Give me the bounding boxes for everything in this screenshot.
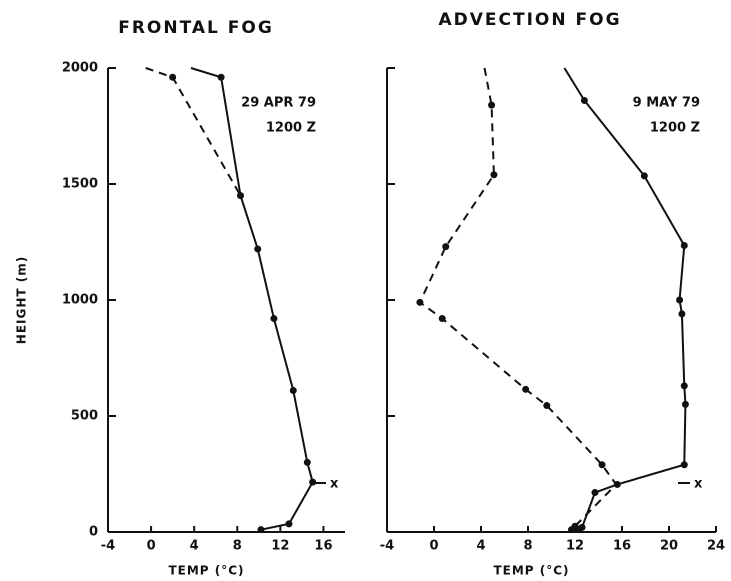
x-tick-label: 0 xyxy=(147,539,156,554)
x-tick-label: -4 xyxy=(380,539,394,554)
profile-line xyxy=(418,67,618,531)
y-tick-label: 1500 xyxy=(62,177,98,192)
x-tick-label: 16 xyxy=(314,539,332,554)
point xyxy=(217,73,225,81)
x-tick-label: 0 xyxy=(429,539,438,554)
x-tick-label: 12 xyxy=(271,539,289,554)
point xyxy=(488,101,496,109)
annotation: x xyxy=(694,477,703,492)
x-tick-label: 4 xyxy=(476,539,485,554)
annotation: x xyxy=(330,477,339,492)
point xyxy=(678,310,686,318)
point xyxy=(598,461,606,469)
profile-line xyxy=(145,67,242,197)
point xyxy=(640,172,648,180)
point xyxy=(522,385,530,393)
point xyxy=(285,520,293,528)
point xyxy=(442,243,450,251)
point xyxy=(680,382,688,390)
x-tick-label: 8 xyxy=(233,539,242,554)
point xyxy=(680,461,688,469)
point xyxy=(309,478,317,486)
point xyxy=(237,192,245,200)
point xyxy=(416,298,424,306)
point xyxy=(680,241,688,249)
annotation: 9 MAY 79 xyxy=(633,96,700,111)
point xyxy=(681,400,689,408)
point xyxy=(676,296,684,304)
x-tick-label: 8 xyxy=(523,539,532,554)
chart-title: FRONTAL FOG xyxy=(118,18,274,38)
point xyxy=(270,315,278,323)
x-tick-label: 20 xyxy=(660,539,678,554)
y-axis-label: HEIGHT (m) xyxy=(15,256,29,344)
x-tick-label: 12 xyxy=(566,539,584,554)
point xyxy=(303,458,311,466)
chart-title: ADVECTION FOG xyxy=(438,10,621,30)
x-tick-label: -4 xyxy=(101,539,115,554)
y-tick-label: 500 xyxy=(71,409,98,424)
point xyxy=(169,73,177,81)
y-tick-label: 2000 xyxy=(62,61,98,76)
x-tick-label: 16 xyxy=(613,539,631,554)
profile-line xyxy=(190,67,314,531)
x-axis-label: TEMP (°C) xyxy=(168,564,244,578)
profile-line xyxy=(563,67,687,531)
point xyxy=(490,171,498,179)
annotation: 1200 Z xyxy=(266,121,316,136)
x-tick-label: 24 xyxy=(707,539,725,554)
annotation: 1200 Z xyxy=(650,121,700,136)
point xyxy=(543,402,551,410)
point xyxy=(257,526,265,534)
y-tick-label: 1000 xyxy=(62,293,98,308)
point xyxy=(254,245,262,253)
annotation: 29 APR 79 xyxy=(241,96,316,111)
point xyxy=(438,315,446,323)
point xyxy=(567,526,575,534)
x-axis-label: TEMP (°C) xyxy=(493,564,569,578)
point xyxy=(580,96,588,104)
y-tick-label: 0 xyxy=(89,525,98,540)
point xyxy=(289,386,297,394)
x-tick-label: 4 xyxy=(190,539,199,554)
point xyxy=(591,489,599,497)
